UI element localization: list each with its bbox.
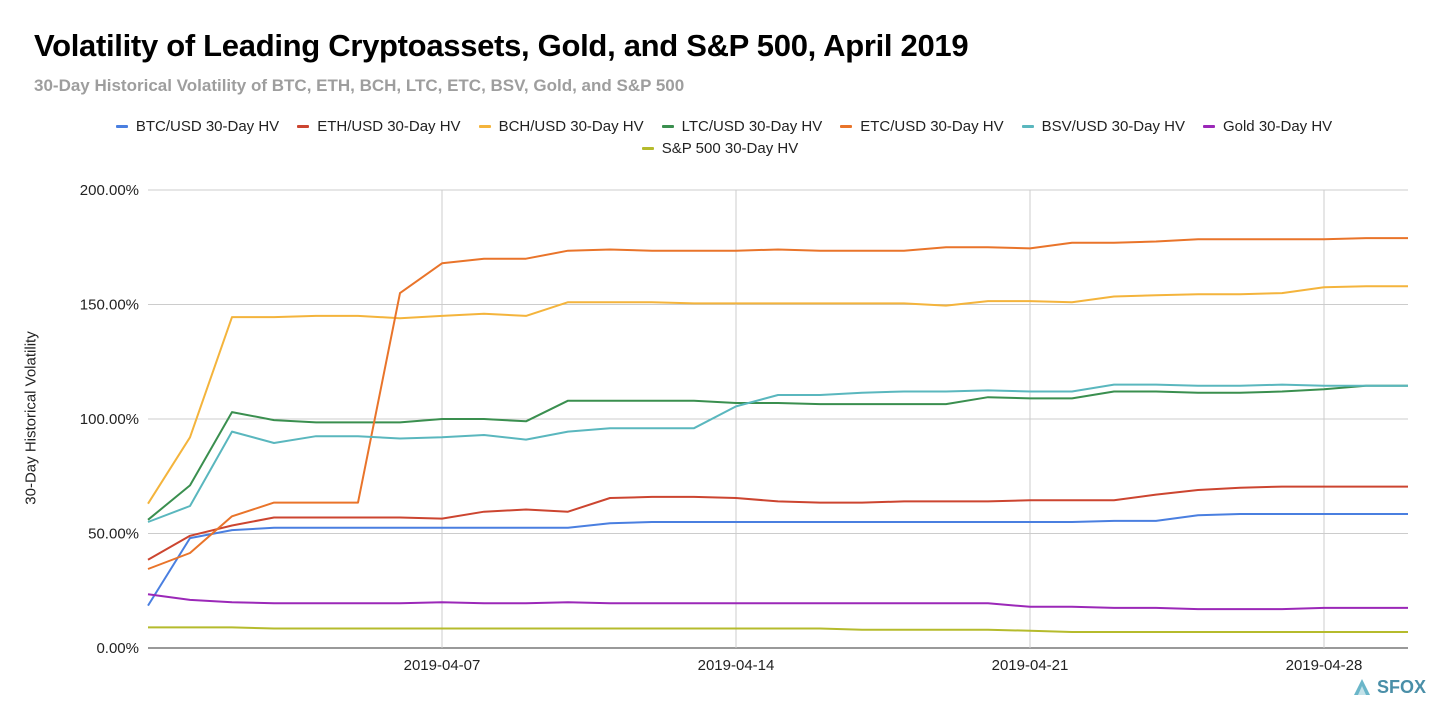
y-tick-label: 100.00% [80,411,139,428]
legend-swatch [661,125,674,128]
y-tick-label: 50.00% [88,526,139,543]
legend-item-etc-usd-30-day-hv: ETC/USD 30-Day HV [840,118,1004,135]
series-line-eth-usd-30-day-hv [147,485,1408,561]
x-tick-label: 2019-04-28 [1286,657,1363,674]
legend-label: S&P 500 30-Day HV [661,140,799,157]
series-line-bsv-usd-30-day-hv [147,383,1408,523]
legend-label: Gold 30-Day HV [1222,118,1333,135]
legend-item-btc-usd-30-day-hv: BTC/USD 30-Day HV [115,118,280,135]
y-axis-label: 30-Day Historical Volatility [22,331,40,505]
legend-swatch [840,125,853,128]
legend-swatch [1021,125,1034,128]
legend-label: ETC/USD 30-Day HV [860,118,1004,135]
x-tick-label: 2019-04-14 [698,657,775,674]
logo-text: SFOX [1376,676,1426,697]
y-tick-label: 200.00% [80,182,139,199]
legend-swatch [1202,125,1215,128]
y-tick-label: 150.00% [80,297,139,314]
legend-label: BCH/USD 30-Day HV [498,118,644,135]
legend-item-gold-30-day-hv: Gold 30-Day HV [1202,118,1333,135]
series-line-bch-usd-30-day-hv [147,285,1408,505]
legend-swatch [115,125,128,128]
x-tick-label: 2019-04-21 [992,657,1069,674]
legend-item-eth-usd-30-day-hv: ETH/USD 30-Day HV [297,118,461,135]
legend-label: ETH/USD 30-Day HV [317,118,461,135]
series-line-s-p-500-30-day-hv [148,626,1408,633]
legend-item-ltc-usd-30-day-hv: LTC/USD 30-Day HV [661,118,823,135]
legend-swatch [297,125,310,128]
legend: BTC/USD 30-Day HV ETH/USD 30-Day HV BCH/US… [0,118,1440,135]
series-line-etc-usd-30-day-hv [147,237,1408,570]
legend-item-s-p-500-30-day-hv: S&P 500 30-Day HV [641,140,799,157]
fox-icon [1353,679,1370,695]
legend-item-bch-usd-30-day-hv: BCH/USD 30-Day HV [478,118,644,135]
y-tick-label: 0.00% [96,640,139,657]
series-line-ltc-usd-30-day-hv [147,384,1408,521]
legend-swatch [641,147,654,150]
series-line-btc-usd-30-day-hv [147,513,1408,607]
sfox-logo: SFOX [1351,676,1426,698]
legend-label: BSV/USD 30-Day HV [1041,118,1185,135]
x-tick-label: 2019-04-07 [404,657,481,674]
chart-subtitle: 30-Day Historical Volatility of BTC, ETH… [34,76,685,95]
legend-item-bsv-usd-30-day-hv: BSV/USD 30-Day HV [1021,118,1185,135]
legend-label: BTC/USD 30-Day HV [135,118,280,135]
chart-title: Volatility of Leading Cryptoassets, Gold… [34,28,969,63]
legend-row-2: S&P 500 30-Day HV [0,140,1440,157]
legend-swatch [478,125,491,128]
series-line-gold-30-day-hv [147,593,1408,611]
legend-label: LTC/USD 30-Day HV [681,118,823,135]
